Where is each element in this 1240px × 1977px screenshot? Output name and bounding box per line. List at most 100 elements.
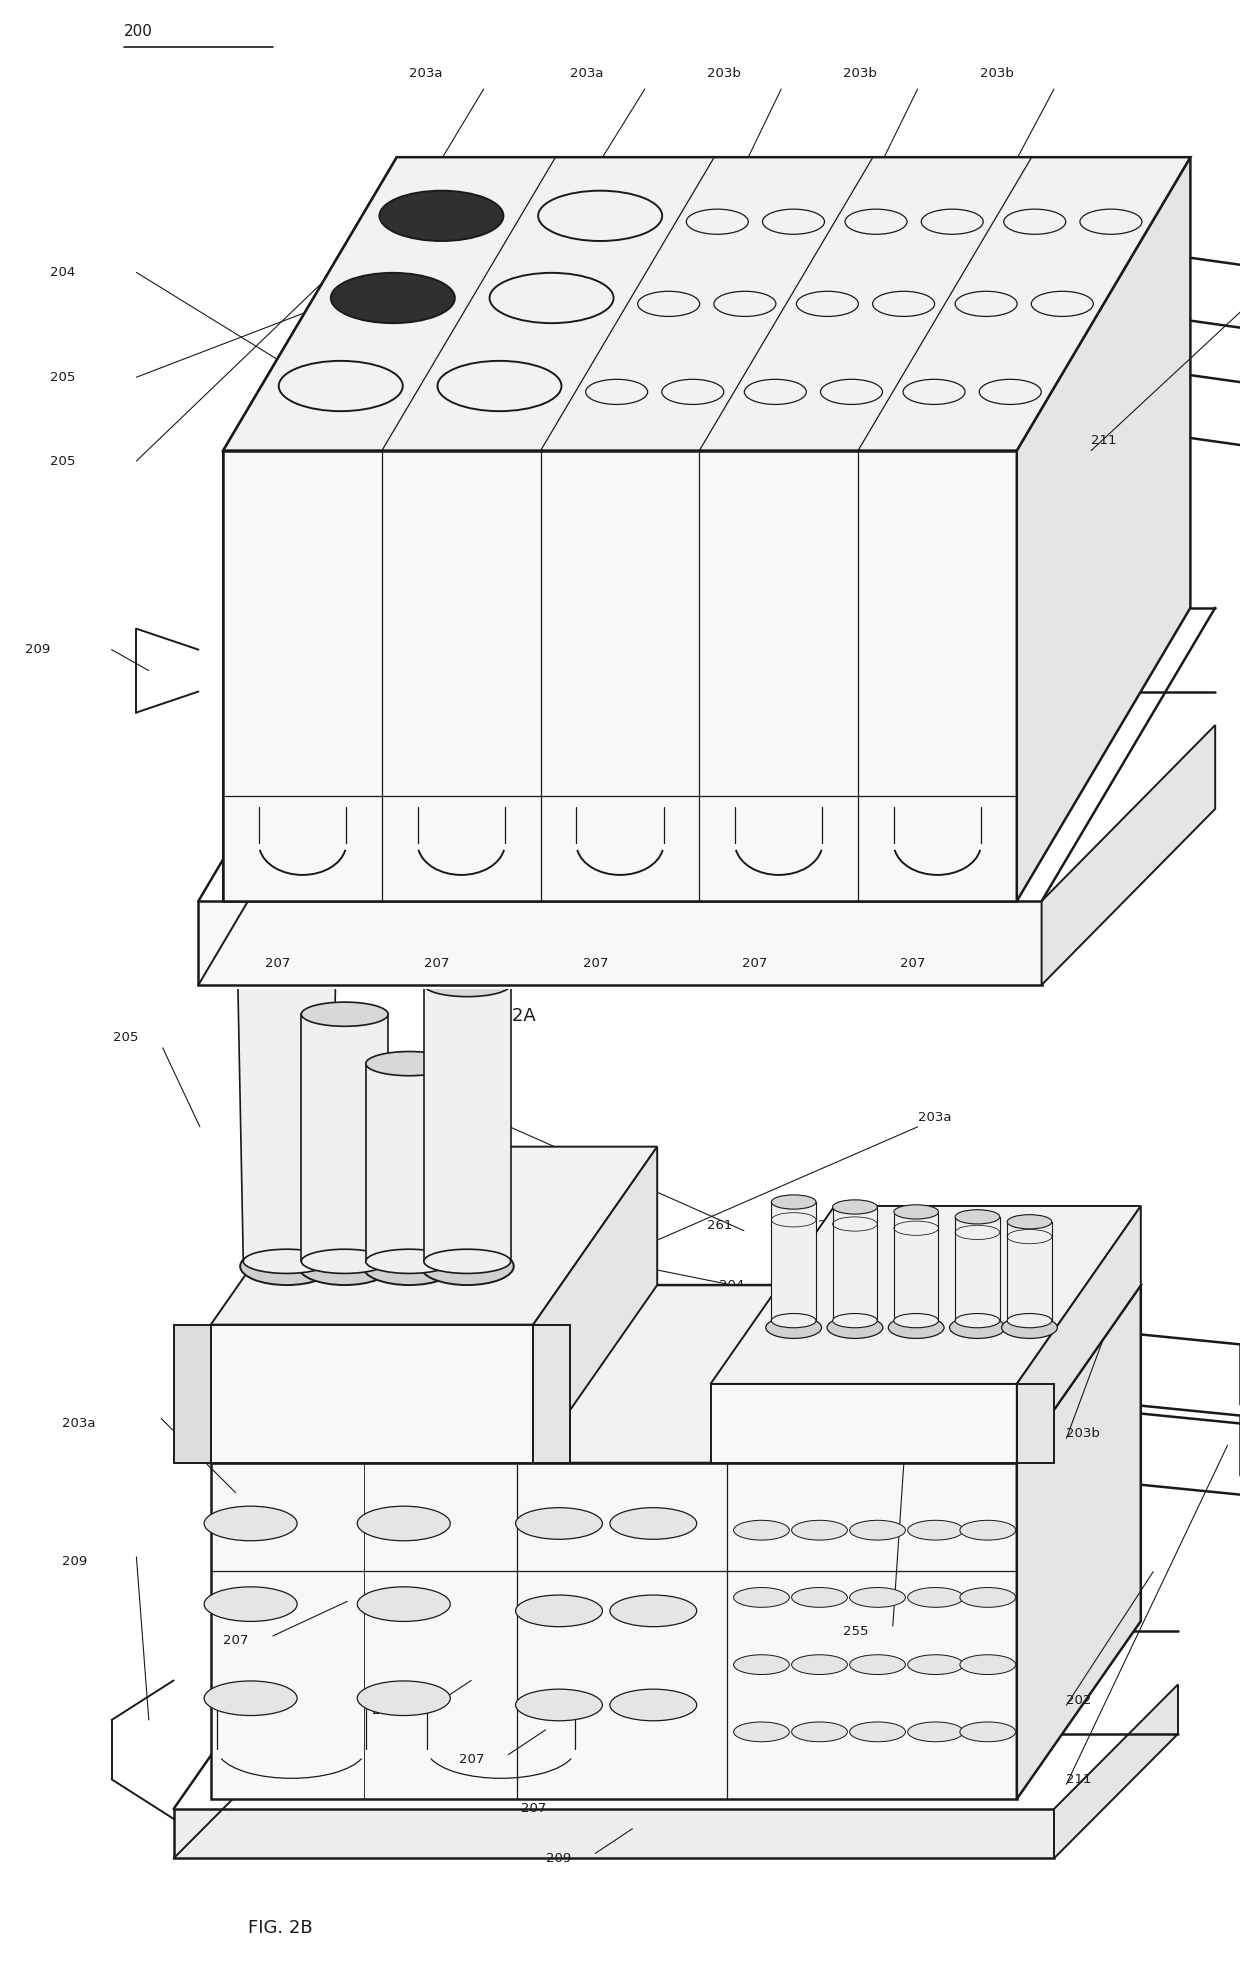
Text: 209: 209 [372,1704,397,1716]
Ellipse shape [832,1200,877,1214]
Ellipse shape [1002,1317,1058,1338]
Ellipse shape [585,380,647,405]
Ellipse shape [921,210,983,235]
Ellipse shape [205,1588,298,1621]
Ellipse shape [894,1313,939,1329]
Ellipse shape [662,380,724,405]
Text: 205: 205 [50,372,74,384]
Polygon shape [174,1809,1054,1858]
Ellipse shape [1007,1214,1052,1230]
Ellipse shape [955,1313,999,1329]
Polygon shape [1042,726,1215,985]
Ellipse shape [791,1520,847,1540]
Text: 204: 204 [719,1279,744,1291]
Polygon shape [198,902,1042,985]
Polygon shape [1017,1206,1141,1463]
Text: 207: 207 [521,1803,546,1815]
Ellipse shape [301,1002,388,1026]
Text: 205: 205 [113,1032,139,1044]
Ellipse shape [1080,210,1142,235]
Text: 255: 255 [843,1625,869,1637]
Polygon shape [223,451,1017,902]
Ellipse shape [357,1588,450,1621]
Polygon shape [832,1206,877,1321]
Ellipse shape [516,1508,603,1540]
Ellipse shape [766,1317,822,1338]
Text: 209: 209 [546,1852,570,1864]
Ellipse shape [955,291,1017,316]
Ellipse shape [791,1655,847,1675]
Polygon shape [533,1325,570,1463]
Text: 207: 207 [265,957,290,971]
Ellipse shape [734,1520,790,1540]
Polygon shape [1017,158,1190,902]
Text: 209: 209 [62,1556,87,1568]
Ellipse shape [827,1317,883,1338]
Polygon shape [237,945,336,1261]
Ellipse shape [1003,210,1065,235]
Ellipse shape [516,1595,603,1627]
Text: 202: 202 [1042,308,1066,320]
Text: 207: 207 [742,957,766,971]
Ellipse shape [424,973,511,996]
Ellipse shape [610,1508,697,1540]
Text: 203b: 203b [1066,1427,1100,1439]
Ellipse shape [131,931,218,959]
Text: 211: 211 [1091,433,1117,447]
Text: 207: 207 [583,957,608,971]
Polygon shape [955,1216,999,1321]
Text: 203a: 203a [62,1418,95,1429]
Text: 207: 207 [424,957,449,971]
Ellipse shape [424,1249,511,1273]
Ellipse shape [908,1722,963,1742]
Text: 207: 207 [223,1635,248,1647]
Ellipse shape [980,380,1042,405]
Text: 203a: 203a [570,67,604,79]
Ellipse shape [849,1655,905,1675]
Ellipse shape [744,380,806,405]
Ellipse shape [1032,291,1094,316]
Text: 204: 204 [50,267,74,279]
Text: 203b: 203b [980,67,1013,79]
Polygon shape [1007,1222,1052,1321]
Ellipse shape [908,1655,963,1675]
Ellipse shape [960,1655,1016,1675]
Text: 211: 211 [1066,1773,1092,1785]
Ellipse shape [791,1588,847,1607]
Ellipse shape [420,1247,513,1285]
Ellipse shape [888,1317,944,1338]
Ellipse shape [362,1247,456,1285]
Polygon shape [533,1147,657,1463]
Text: 260: 260 [273,1160,298,1172]
Ellipse shape [849,1520,905,1540]
Text: 207: 207 [459,1754,484,1765]
Text: 203a: 203a [918,1111,951,1123]
Ellipse shape [960,1588,1016,1607]
Text: 209: 209 [25,643,50,656]
Ellipse shape [908,1588,963,1607]
Text: 261: 261 [707,1220,732,1232]
Polygon shape [711,1384,1017,1463]
Ellipse shape [771,1313,816,1329]
Ellipse shape [438,362,562,411]
Ellipse shape [771,1194,816,1210]
Ellipse shape [960,1722,1016,1742]
Ellipse shape [357,1680,450,1716]
Polygon shape [211,1147,657,1325]
Ellipse shape [610,1595,697,1627]
Ellipse shape [331,273,455,322]
Ellipse shape [131,733,218,761]
Polygon shape [223,158,1190,451]
Text: 200: 200 [124,24,153,40]
Ellipse shape [610,1688,697,1720]
Ellipse shape [734,1588,790,1607]
Ellipse shape [734,1655,790,1675]
Polygon shape [771,1202,816,1321]
Text: 202: 202 [1066,1694,1091,1706]
Polygon shape [711,1206,1141,1384]
Polygon shape [131,747,218,945]
Ellipse shape [279,362,403,411]
Polygon shape [211,1285,1141,1463]
Ellipse shape [366,1052,453,1075]
Ellipse shape [299,1247,392,1285]
